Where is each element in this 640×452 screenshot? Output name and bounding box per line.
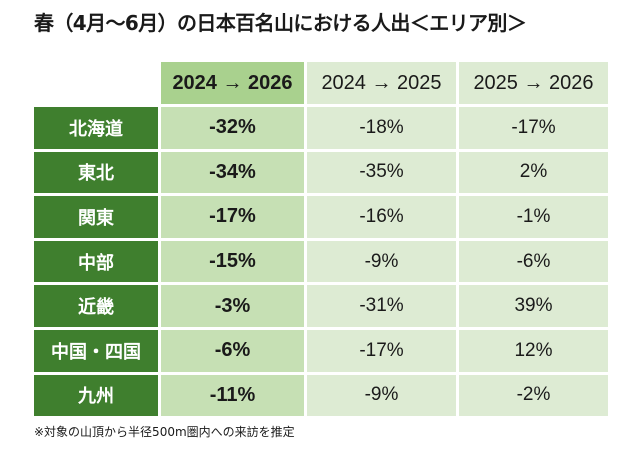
table-cell: -11% (161, 374, 304, 417)
row-label: 関東 (34, 196, 158, 238)
table-cell: -15% (161, 240, 304, 283)
column-header-3: 2025 → 2026 (459, 62, 608, 104)
table-cell: -17% (459, 107, 608, 149)
table-cell: -34% (161, 151, 304, 194)
table-cell: -35% (307, 151, 456, 194)
row-label: 中国・四国 (34, 330, 158, 372)
table-cell: -17% (161, 196, 304, 238)
table-cell: 39% (459, 285, 608, 327)
table-cell: 2% (459, 151, 608, 194)
table-cell: -1% (459, 196, 608, 238)
table-cell: 12% (459, 330, 608, 372)
row-label: 中部 (34, 240, 158, 283)
table-cell: -6% (459, 240, 608, 283)
footnote: ※対象の山頂から半径500m圏内への来訪を推定 (34, 425, 295, 439)
table-cell: -6% (161, 330, 304, 372)
table-cell: -3% (161, 285, 304, 327)
page-title: 春（4月〜6月）の日本百名山における人出＜エリア別＞ (34, 11, 527, 35)
row-label: 九州 (34, 374, 158, 417)
table-cell: -2% (459, 374, 608, 417)
table-cell: -16% (307, 196, 456, 238)
table-cell: -18% (307, 107, 456, 149)
column-header-2: 2024 → 2025 (307, 62, 456, 104)
column-header-1: 2024 → 2026 (161, 62, 304, 104)
table-cell: -9% (307, 240, 456, 283)
row-label: 北海道 (34, 107, 158, 149)
row-label: 東北 (34, 151, 158, 194)
table-cell: -9% (307, 374, 456, 417)
table-cell: -17% (307, 330, 456, 372)
row-label: 近畿 (34, 285, 158, 327)
table-cell: -31% (307, 285, 456, 327)
table-cell: -32% (161, 107, 304, 149)
